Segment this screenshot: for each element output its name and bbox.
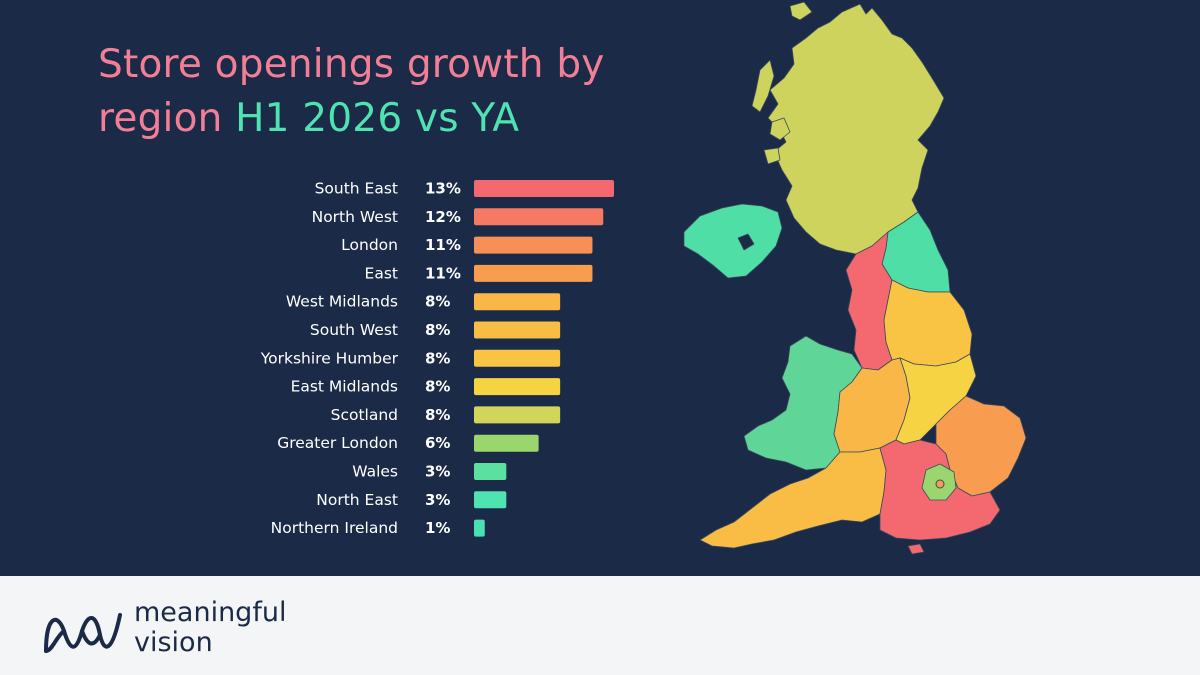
bar (474, 321, 561, 339)
bar-value-label: 12% (425, 208, 461, 226)
bar-category-label: Wales (352, 463, 398, 481)
bar (474, 519, 485, 537)
bar (474, 264, 593, 282)
chart-title-line1: Store openings growth by (98, 42, 605, 87)
map-island-mull (763, 147, 781, 165)
bar-category-label: South East (315, 180, 398, 198)
map-island-skye (769, 117, 791, 141)
chart-title-highlight: H1 2026 vs YA (235, 96, 520, 141)
bar-value-label: 8% (425, 321, 450, 339)
bar-chart: South East 13% North West 12% London 11% East 1… (260, 180, 614, 537)
bar-category-label: Greater London (277, 434, 398, 452)
bar-value-label: 6% (425, 434, 450, 452)
map-region-wales (743, 335, 863, 471)
map-region-northern-ireland (683, 203, 783, 279)
bar-category-label: South West (310, 321, 398, 339)
bar-value-label: 11% (425, 264, 461, 282)
bar-category-label: Northern Ireland (271, 519, 398, 537)
map-island-hebrides (751, 59, 775, 113)
map-london-marker (935, 479, 945, 489)
brand-name: meaningful vision (134, 598, 286, 658)
chart-title: Store openings growth by region H1 2026 … (98, 38, 658, 146)
chart-panel: Store openings growth by region H1 2026 … (0, 0, 1200, 576)
bar-value-label: 8% (425, 378, 450, 396)
map-island-north (789, 1, 813, 21)
map-island-wight (907, 543, 925, 555)
brand-name-line1: meaningful (134, 597, 287, 628)
chart-title-line2: region (98, 96, 236, 141)
bar-value-label: 11% (425, 236, 461, 254)
bar-value-label: 8% (425, 349, 450, 367)
bar-value-label: 3% (425, 463, 450, 481)
bar (474, 406, 561, 424)
bar (474, 208, 604, 226)
bar-value-label: 1% (425, 519, 450, 537)
bar (474, 293, 561, 311)
bar (474, 434, 539, 452)
bar (474, 236, 593, 254)
bar-value-label: 8% (425, 406, 450, 424)
bar (474, 378, 561, 396)
bar-category-label: West Midlands (286, 293, 398, 311)
bar-category-label: East (365, 264, 398, 282)
bar-category-label: Yorkshire Humber (260, 349, 399, 367)
bar (474, 349, 561, 367)
map-lough-neagh (737, 233, 755, 251)
bar-category-label: London (341, 236, 398, 254)
bar (474, 491, 507, 509)
footer (0, 576, 1200, 675)
bar (474, 180, 614, 197)
bar-category-label: Scotland (331, 406, 398, 424)
bar-category-label: North East (316, 491, 398, 509)
bar (474, 463, 507, 480)
map-region-yorkshire-humber (883, 279, 973, 367)
bar-value-label: 8% (425, 293, 450, 311)
uk-region-map (683, 1, 1027, 555)
bar-category-label: North West (312, 208, 398, 226)
bar-value-label: 3% (425, 491, 450, 509)
bar-value-label: 13% (425, 180, 461, 198)
meaningful-vision-logo-icon (44, 613, 122, 653)
bar-category-label: East Midlands (291, 378, 398, 396)
brand-name-line2: vision (134, 627, 213, 658)
